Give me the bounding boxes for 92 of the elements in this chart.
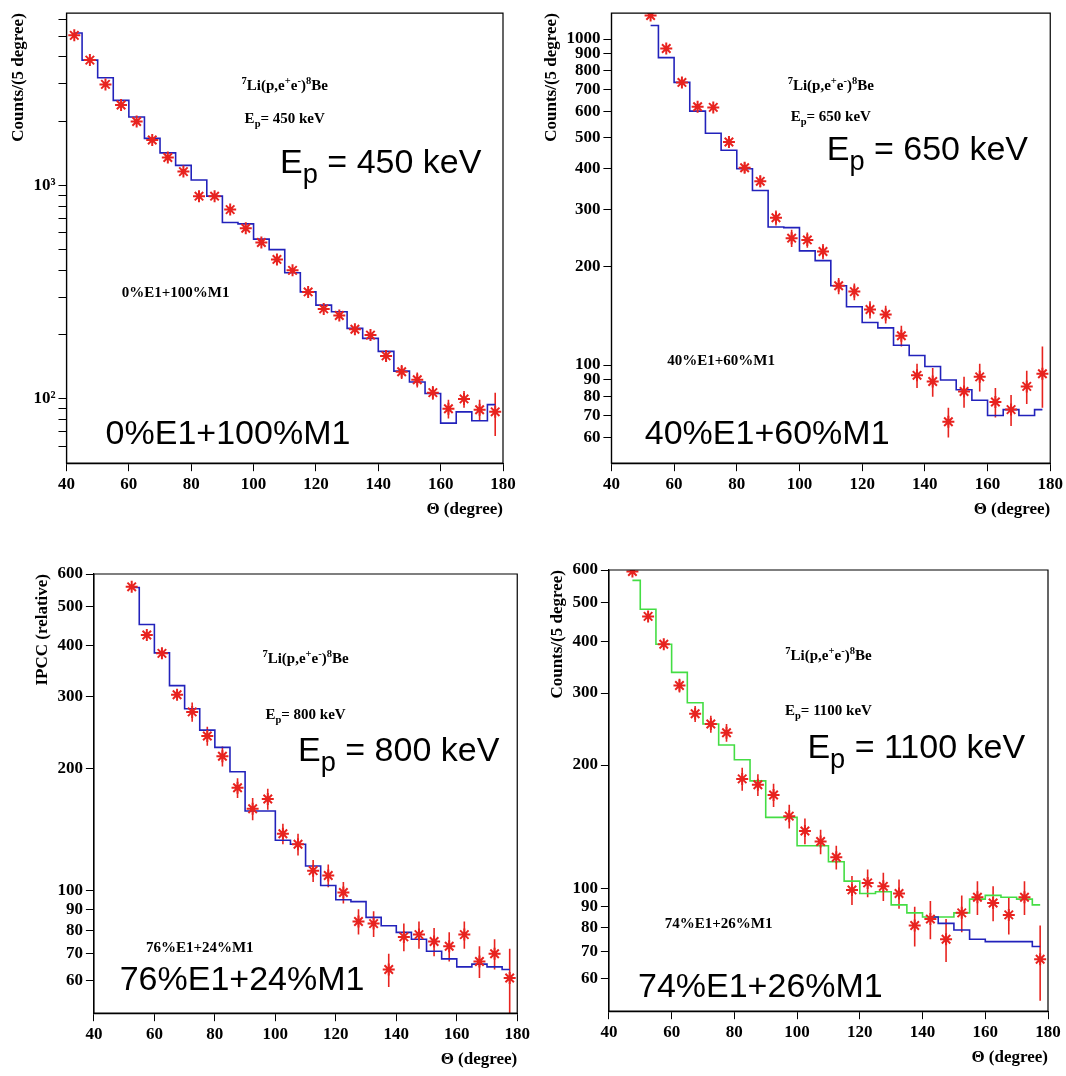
y-tick-label: 200 (57, 757, 83, 777)
x-tick-label: 140 (365, 473, 392, 493)
x-tick-label: 40 (58, 473, 75, 493)
y-tick-label: 70 (580, 940, 598, 960)
annotation: $^{7}$Li(p,e$^{+}$e$^{-}$)$^{8}$Be (785, 644, 872, 664)
y-tick-label: 200 (572, 754, 598, 774)
x-tick-label: 60 (120, 473, 138, 493)
y-tick-label: 300 (572, 682, 598, 702)
y-tick-label: 100 (57, 880, 83, 900)
y-axis-title: Counts/(5 degree) (540, 13, 560, 142)
y-axis-title: Counts/(5 degree) (546, 570, 566, 699)
x-tick-label: 140 (383, 1023, 410, 1043)
annotation: $^{7}$Li(p,e$^{+}$e$^{-}$)$^{8}$Be (262, 647, 349, 667)
annotation: 76%E1+24%M1 (145, 938, 254, 956)
x-tick-label: 140 (912, 473, 938, 493)
y-tick-label: 400 (572, 631, 598, 651)
y-tick-label: 60 (580, 968, 598, 988)
x-tick-label: 100 (786, 473, 813, 493)
y-axis-title: Counts/(5 degree) (7, 13, 27, 142)
x-tick-label: 80 (182, 473, 200, 493)
y-tick-label: 10² (33, 388, 56, 408)
annotation: 74%E1+26%M1 (664, 914, 773, 932)
annotation: E$_{p}$ = 1100 keV (807, 727, 1026, 775)
annotation: $^{7}$Li(p,e$^{+}$e$^{-}$)$^{8}$Be (241, 74, 328, 94)
y-tick-label: 600 (572, 559, 598, 579)
x-tick-label: 180 (1037, 473, 1063, 493)
y-tick-label: 60 (65, 970, 83, 990)
y-tick-label: 100 (572, 877, 598, 897)
x-tick-label: 120 (849, 473, 875, 493)
x-tick-label: 100 (784, 1021, 810, 1041)
annotation: E$_{p}$ = 800 keV (298, 730, 500, 778)
x-tick-label: 160 (974, 473, 1001, 493)
annotation: E$_{p}$= 650 keV (790, 107, 871, 127)
x-tick-label: 160 (444, 1023, 470, 1043)
x-tick-label: 80 (725, 1021, 743, 1041)
x-tick-label: 40 (85, 1023, 103, 1043)
x-tick-label: 180 (1035, 1021, 1061, 1041)
annotation: E$_{p}$ = 450 keV (280, 142, 482, 190)
y-tick-label: 600 (57, 563, 83, 583)
x-tick-label: 60 (665, 473, 683, 493)
x-axis-title: Θ (degree) (426, 499, 503, 519)
x-tick-label: 60 (145, 1023, 163, 1043)
y-tick-label: 80 (580, 917, 598, 937)
x-tick-label: 40 (602, 473, 620, 493)
x-tick-label: 60 (663, 1021, 681, 1041)
y-tick-label: 200 (574, 256, 601, 276)
x-tick-label: 180 (490, 473, 516, 493)
x-tick-label: 80 (206, 1023, 224, 1043)
y-axis-title: IPCC (relative) (31, 574, 51, 686)
y-tick-label: 70 (583, 404, 601, 424)
annotation: 40%E1+60%M1 (644, 412, 890, 452)
x-axis-title: Θ (degree) (440, 1049, 518, 1069)
x-tick-label: 140 (909, 1021, 936, 1041)
annotation: 74%E1+26%M1 (637, 965, 883, 1005)
x-tick-label: 120 (323, 1023, 349, 1043)
x-tick-label: 120 (303, 473, 329, 493)
y-tick-label: 500 (572, 591, 598, 611)
annotation: 0%E1+100%M1 (105, 412, 351, 452)
x-tick-label: 40 (600, 1021, 618, 1041)
annotation: E$_{p}$ = 650 keV (826, 128, 1029, 177)
y-tick-label: 80 (583, 386, 601, 406)
annotation: 0%E1+100%M1 (121, 283, 230, 301)
y-tick-label: 400 (57, 635, 83, 655)
y-tick-label: 500 (57, 595, 83, 615)
y-tick-label: 90 (580, 896, 598, 916)
y-tick-label: 600 (574, 100, 601, 120)
x-tick-label: 120 (847, 1021, 873, 1041)
y-tick-label: 300 (57, 685, 83, 705)
annotation: 76%E1+24%M1 (119, 958, 365, 998)
y-tick-label: 500 (574, 126, 601, 146)
annotation: E$_{p}$= 1100 keV (784, 701, 872, 721)
x-tick-label: 180 (504, 1023, 530, 1043)
y-tick-label: 80 (65, 919, 83, 939)
annotation: E$_{p}$= 450 keV (244, 109, 325, 129)
x-tick-label: 100 (240, 473, 267, 493)
y-tick-label: 60 (583, 426, 601, 446)
annotation: E$_{p}$= 800 keV (265, 705, 346, 725)
y-tick-label: 90 (65, 898, 83, 918)
x-axis-title: Θ (degree) (971, 1047, 1048, 1067)
x-tick-label: 160 (427, 473, 454, 493)
y-tick-label: 400 (574, 158, 601, 178)
y-tick-label: 70 (65, 943, 83, 963)
annotation: $^{7}$Li(p,e$^{+}$e$^{-}$)$^{8}$Be (787, 74, 874, 94)
x-tick-label: 160 (972, 1021, 999, 1041)
annotation: 40%E1+60%M1 (667, 351, 775, 369)
y-tick-label: 10³ (33, 174, 56, 194)
x-tick-label: 80 (728, 473, 746, 493)
x-tick-label: 100 (262, 1023, 289, 1043)
y-tick-label: 800 (574, 60, 601, 79)
y-tick-label: 700 (574, 78, 601, 98)
x-axis-title: Θ (degree) (973, 499, 1051, 519)
y-tick-label: 300 (574, 198, 601, 218)
